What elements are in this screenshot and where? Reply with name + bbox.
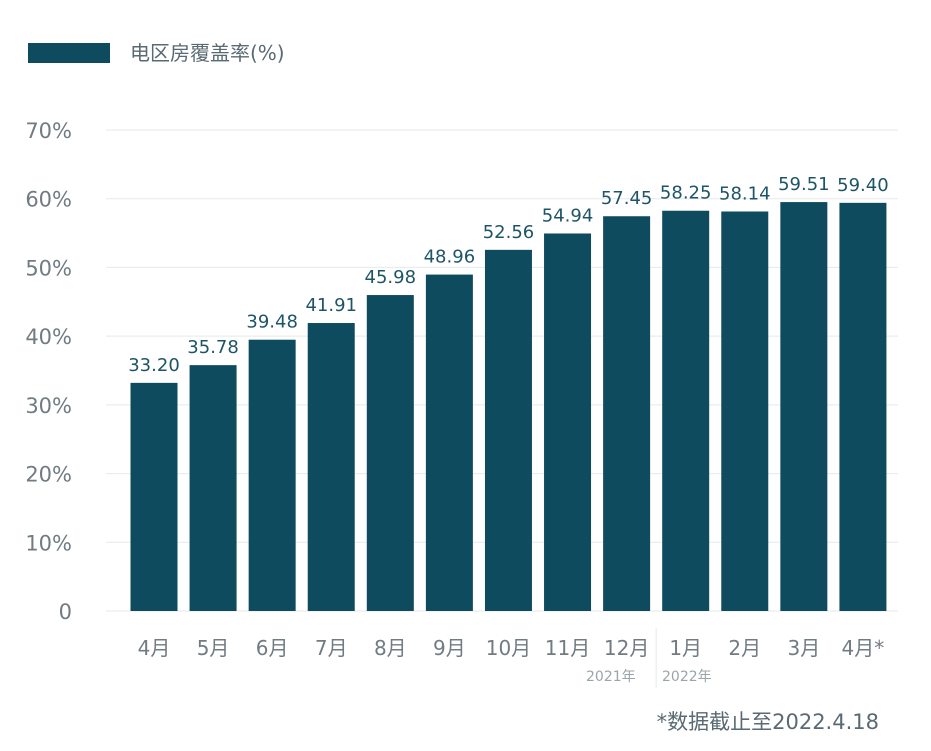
x-tick-label: 10月 (486, 636, 531, 660)
x-tick-label: 9月 (433, 636, 466, 660)
y-tick-label: 40% (25, 325, 72, 349)
x-tick-label: 6月 (256, 636, 289, 660)
x-tick-label: 4月 (138, 636, 171, 660)
data-label: 39.48 (246, 312, 298, 333)
y-tick-label: 20% (25, 463, 72, 487)
bar (484, 249, 532, 611)
data-label: 35.78 (187, 337, 239, 358)
y-tick-label: 10% (25, 531, 72, 555)
data-label: 45.98 (365, 267, 417, 288)
data-label: 54.94 (542, 205, 594, 226)
bar (544, 233, 592, 612)
y-tick-label: 70% (25, 119, 72, 143)
y-tick-label: 30% (25, 394, 72, 418)
year-label-2021: 2021年 (586, 669, 636, 685)
data-label: 58.25 (660, 183, 712, 204)
data-label: 52.56 (483, 222, 535, 243)
bar (248, 339, 296, 611)
x-tick-label: 11月 (545, 636, 590, 660)
year-label-2022: 2022年 (662, 669, 712, 685)
x-tick-label: 4月* (842, 636, 885, 660)
data-label: 58.14 (719, 183, 771, 204)
x-tick-label: 7月 (315, 636, 348, 660)
legend-label: 电区房覆盖率(%) (130, 41, 285, 65)
data-label: 33.20 (128, 355, 180, 376)
y-tick-label: 0 (59, 600, 72, 624)
bar (425, 274, 473, 611)
y-tick-label: 60% (25, 188, 72, 212)
data-label: 57.45 (601, 188, 653, 209)
bar (366, 295, 414, 611)
bar (307, 323, 355, 611)
data-label: 59.51 (778, 174, 830, 195)
bar (130, 382, 178, 611)
data-label: 48.96 (424, 247, 476, 268)
x-tick-label: 12月 (604, 636, 649, 660)
data-label: 41.91 (305, 295, 357, 316)
bar (603, 216, 651, 611)
y-tick-label: 50% (25, 256, 72, 280)
x-tick-label: 8月 (374, 636, 407, 660)
data-label: 59.40 (837, 175, 889, 196)
x-tick-label: 2月 (728, 636, 761, 660)
legend-swatch (28, 43, 110, 63)
x-tick-label: 5月 (197, 636, 230, 660)
bar (662, 210, 710, 611)
footnote: *数据截止至2022.4.18 (656, 710, 879, 734)
bar (780, 202, 828, 611)
x-tick-label: 1月 (669, 636, 702, 660)
bar (721, 211, 769, 611)
bar (839, 202, 887, 611)
bar (189, 365, 237, 611)
x-tick-label: 3月 (787, 636, 820, 660)
